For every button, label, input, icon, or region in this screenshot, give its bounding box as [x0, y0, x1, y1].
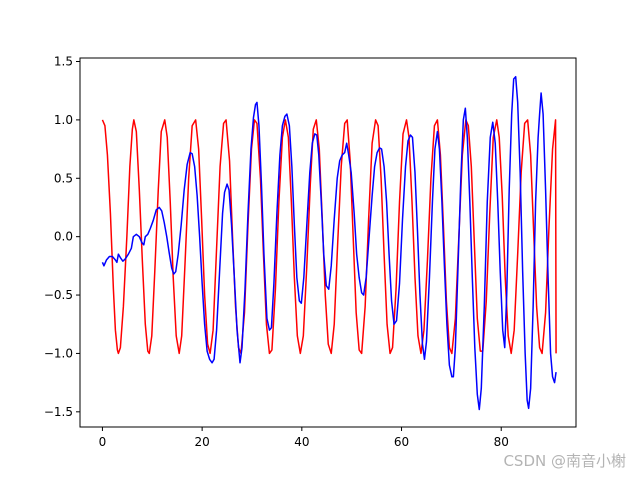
- y-tick-label: 0.0: [54, 230, 73, 244]
- y-tick-label: 0.5: [54, 171, 73, 185]
- series-line-2: [101, 75, 557, 411]
- y-tick-label: 1.0: [54, 113, 73, 127]
- series-layer: [101, 75, 557, 411]
- y-tick-label: −1.5: [44, 405, 73, 419]
- y-tick-label: 1.5: [54, 55, 73, 69]
- x-tick-label: 40: [294, 435, 309, 449]
- x-axis: 0 20 40 60 80: [99, 427, 509, 449]
- y-axis: −1.5 −1.0 −0.5 0.0 0.5 1.0 1.5: [44, 55, 80, 419]
- watermark-text: CSDN @南音小榭: [503, 452, 626, 470]
- x-tick-label: 0: [99, 435, 107, 449]
- axes-frame: [79, 57, 577, 428]
- x-tick-label: 20: [194, 435, 209, 449]
- x-tick-label: 60: [394, 435, 409, 449]
- y-tick-label: −1.0: [44, 346, 73, 360]
- y-tick-label: −0.5: [44, 288, 73, 302]
- x-tick-label: 80: [494, 435, 509, 449]
- series-line-1: [101, 119, 557, 355]
